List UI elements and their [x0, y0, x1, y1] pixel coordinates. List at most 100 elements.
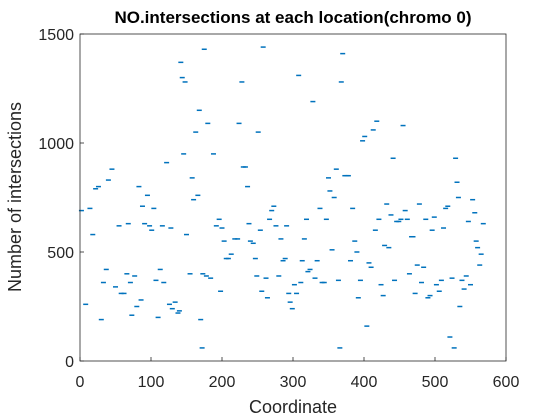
data-point — [382, 244, 388, 247]
data-point — [142, 222, 148, 225]
data-point — [461, 288, 467, 290]
data-point — [271, 205, 277, 207]
data-point — [172, 301, 178, 303]
data-point — [83, 303, 89, 306]
data-point — [390, 157, 396, 160]
data-point — [412, 292, 418, 295]
data-point — [410, 235, 416, 238]
data-point — [182, 81, 188, 83]
data-point — [326, 177, 331, 179]
data-point — [219, 227, 225, 229]
data-point — [354, 251, 360, 253]
data-point — [291, 283, 297, 286]
data-point — [252, 257, 258, 260]
data-point — [273, 225, 279, 227]
y-tick-label: 500 — [47, 245, 74, 262]
data-point — [376, 218, 382, 221]
data-point — [175, 312, 181, 314]
data-point — [210, 153, 216, 155]
data-point — [116, 225, 122, 227]
data-point — [118, 292, 124, 295]
data-point — [246, 222, 252, 225]
data-point — [221, 240, 227, 242]
data-point — [124, 273, 130, 275]
data-point — [419, 281, 425, 284]
data-point — [423, 218, 429, 221]
data-point — [386, 246, 392, 249]
data-point — [299, 259, 305, 262]
data-point — [362, 135, 368, 138]
data-point — [232, 238, 238, 240]
data-point — [473, 240, 479, 242]
data-point — [443, 207, 449, 210]
data-point — [307, 268, 313, 271]
data-point — [400, 124, 406, 127]
data-point — [113, 286, 118, 288]
data-point — [429, 229, 435, 231]
data-point — [250, 242, 256, 245]
data-point — [155, 316, 161, 319]
data-point — [360, 140, 366, 142]
data-point — [187, 273, 193, 275]
data-point — [276, 275, 282, 277]
data-point — [317, 207, 323, 210]
y-axis-label: Number of intersections — [5, 102, 25, 292]
data-point — [213, 225, 219, 227]
data-point — [374, 120, 380, 122]
data-point — [100, 281, 106, 284]
data-point — [245, 185, 251, 188]
data-point — [176, 310, 182, 312]
x-tick-label: 400 — [351, 374, 378, 391]
data-point — [301, 238, 307, 240]
data-point — [445, 205, 451, 207]
data-point — [366, 262, 372, 264]
data-point — [463, 275, 469, 277]
data-point — [87, 207, 93, 210]
data-point — [416, 203, 422, 205]
data-point — [303, 218, 309, 221]
data-point — [449, 277, 455, 279]
data-point — [368, 266, 374, 269]
data-point — [333, 168, 339, 170]
data-point — [433, 283, 439, 286]
data-point — [348, 259, 354, 262]
data-point — [441, 227, 447, 229]
data-point — [421, 266, 427, 269]
data-point — [169, 307, 175, 310]
data-point — [216, 218, 222, 221]
data-point — [269, 209, 275, 212]
data-point — [267, 218, 273, 221]
data-point — [340, 52, 346, 55]
data-point — [427, 294, 433, 297]
y-tick-label: 0 — [65, 354, 74, 371]
data-point — [242, 166, 248, 168]
data-point — [289, 307, 295, 310]
chart-title: NO.intersections at each location(chromo… — [114, 8, 471, 27]
data-point — [153, 279, 159, 282]
data-point — [225, 257, 231, 260]
data-point — [296, 74, 302, 77]
data-point — [294, 292, 300, 295]
data-point — [327, 190, 333, 192]
data-point — [352, 240, 358, 242]
data-point — [259, 290, 265, 292]
data-point — [282, 257, 288, 260]
data-point — [312, 277, 318, 279]
data-point — [121, 292, 127, 295]
data-point — [447, 336, 453, 338]
data-point — [247, 240, 253, 242]
data-point — [480, 222, 486, 225]
data-point — [345, 174, 351, 177]
data-point — [305, 270, 311, 273]
data-point — [147, 225, 153, 227]
data-point — [451, 347, 457, 349]
data-point — [380, 294, 386, 297]
data-points — [78, 46, 486, 349]
data-point — [425, 297, 431, 299]
data-point — [236, 122, 242, 125]
data-point — [201, 48, 207, 51]
data-point — [286, 292, 292, 295]
data-point — [103, 268, 109, 271]
data-point — [228, 253, 234, 255]
x-axis-label: Coordinate — [249, 397, 337, 417]
